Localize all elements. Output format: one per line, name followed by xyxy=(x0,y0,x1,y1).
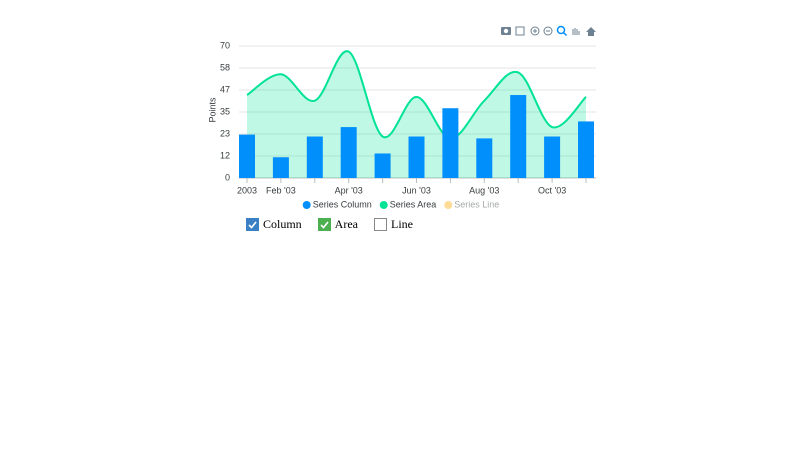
legend-marker xyxy=(444,201,453,209)
y-tick-label: 35 xyxy=(220,106,230,116)
bar xyxy=(239,134,255,178)
x-tick-label: Jun '03 xyxy=(402,185,431,195)
check-icon xyxy=(320,221,329,229)
checkbox-box[interactable] xyxy=(246,218,259,231)
controls: Column Area Line xyxy=(246,217,413,232)
checkbox[interactable]: Line xyxy=(374,217,413,232)
bar xyxy=(306,136,323,178)
x-tick-label: Aug '03 xyxy=(469,185,499,195)
y-axis-label: Points xyxy=(207,97,217,123)
bar xyxy=(442,108,459,178)
toolbar xyxy=(501,25,596,37)
bar xyxy=(374,153,391,178)
zoom-button[interactable] xyxy=(556,25,568,37)
area-line xyxy=(246,50,587,140)
checkbox-label: Line xyxy=(391,217,413,231)
x-tick-label: Feb '03 xyxy=(266,185,296,195)
zoom-out-button[interactable] xyxy=(543,26,553,36)
legend-label: Series Line xyxy=(454,199,499,209)
download-button[interactable] xyxy=(501,27,511,35)
checkbox[interactable]: Area xyxy=(317,217,358,232)
bar xyxy=(340,127,357,178)
select-button[interactable] xyxy=(515,26,525,36)
bar xyxy=(510,95,527,178)
legend-item[interactable]: Series Line xyxy=(444,199,499,209)
y-tick-label: 47 xyxy=(220,84,230,94)
checkbox-label: Column xyxy=(263,217,302,231)
reset-button[interactable] xyxy=(586,27,596,36)
y-tick-label: 0 xyxy=(225,172,230,182)
bar xyxy=(272,157,289,178)
y-tick-label: 58 xyxy=(220,62,230,72)
check-icon xyxy=(248,221,257,229)
y-tick-label: 12 xyxy=(220,150,230,160)
bar xyxy=(408,136,425,178)
chart: Points 0 12 23 35 47 58 70 2003 Feb '03 Apr '03 Ju… xyxy=(207,25,596,209)
x-tick-label: 2003 xyxy=(237,185,257,195)
bar xyxy=(578,121,594,178)
y-tick-label: 23 xyxy=(220,128,230,138)
checkbox[interactable]: Column xyxy=(246,217,302,232)
pan-button[interactable] xyxy=(572,28,580,35)
x-tick-label: Apr '03 xyxy=(335,185,363,195)
legend-marker xyxy=(379,201,388,209)
legend: Series Column Series Area Series Line xyxy=(302,199,499,209)
legend-label: Series Area xyxy=(390,199,437,209)
bar xyxy=(544,136,561,178)
area-fill xyxy=(247,51,586,178)
bar xyxy=(476,138,493,178)
zoom-in-button[interactable] xyxy=(530,26,540,36)
checkbox-box[interactable] xyxy=(317,218,331,231)
x-tick-label: Oct '03 xyxy=(538,185,566,195)
checkbox-box[interactable] xyxy=(374,218,387,231)
checkbox-label: Area xyxy=(334,217,358,231)
legend-marker xyxy=(302,201,311,209)
legend-label: Series Column xyxy=(313,199,372,209)
legend-item[interactable]: Series Area xyxy=(379,199,437,209)
y-tick-label: 70 xyxy=(220,40,230,50)
legend-item[interactable]: Series Column xyxy=(302,199,372,209)
